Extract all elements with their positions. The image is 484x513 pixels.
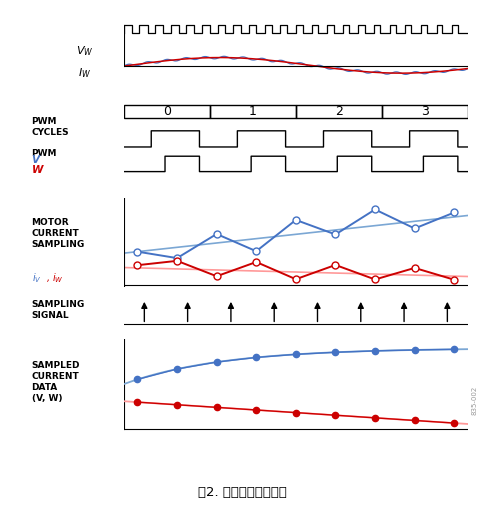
Bar	[123, 105, 209, 117]
Text: MOTOR
CURRENT
SAMPLING: MOTOR CURRENT SAMPLING	[31, 218, 85, 249]
Text: SAMPLING
SIGNAL: SAMPLING SIGNAL	[31, 300, 85, 321]
Text: 0: 0	[163, 105, 170, 118]
Text: 1: 1	[248, 105, 256, 118]
Text: PWM: PWM	[31, 149, 57, 159]
Text: $i_V$: $i_V$	[31, 271, 41, 285]
Text: SAMPLED
CURRENT
DATA
(V, W): SAMPLED CURRENT DATA (V, W)	[31, 361, 80, 403]
Text: PWM
CYCLES: PWM CYCLES	[31, 116, 69, 137]
Text: 图2. 平均电流采样图解: 图2. 平均电流采样图解	[197, 486, 287, 499]
Text: $I_W$: $I_W$	[78, 66, 91, 80]
Text: V: V	[31, 155, 39, 165]
Bar	[209, 105, 295, 117]
Text: 3: 3	[420, 105, 428, 118]
Text: $V_W$: $V_W$	[76, 45, 93, 58]
Text: , $i_W$: , $i_W$	[46, 271, 64, 285]
Text: 835-002: 835-002	[470, 385, 476, 415]
Text: 2: 2	[334, 105, 342, 118]
Bar	[381, 105, 467, 117]
Text: W: W	[31, 165, 43, 175]
Bar	[295, 105, 381, 117]
